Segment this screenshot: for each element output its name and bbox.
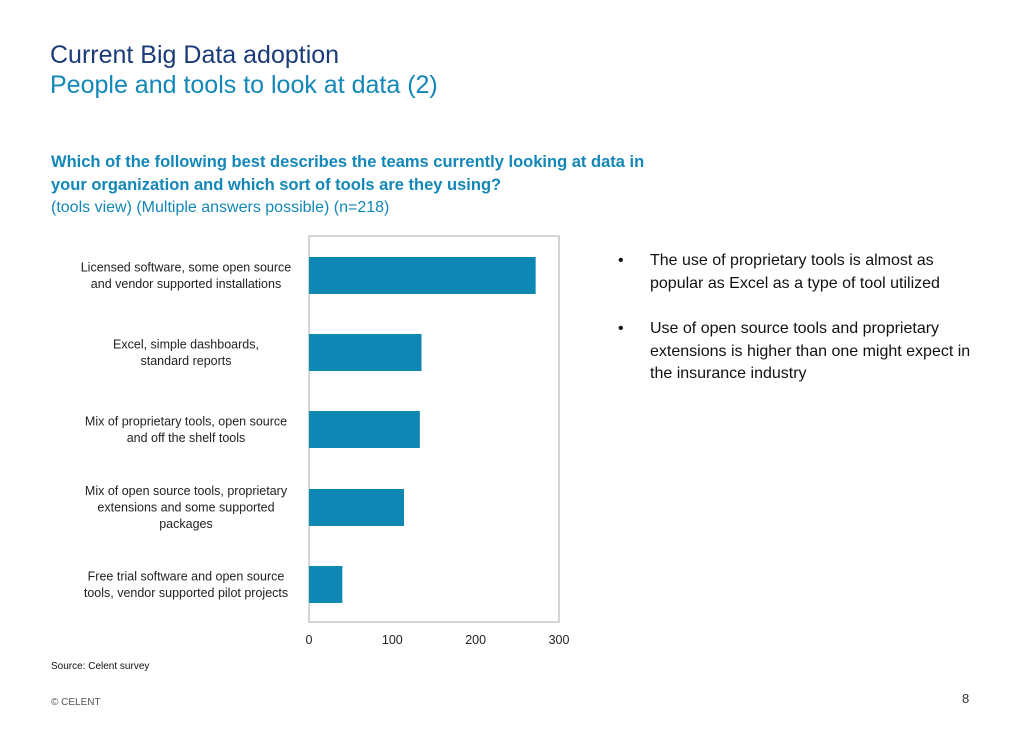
chart-x-tick-label: 100 [382, 633, 403, 647]
chart-bar [309, 257, 536, 294]
bullet-marker: • [618, 320, 624, 337]
slide-title: Current Big Data adoption [50, 41, 340, 69]
chart-category-label: Mix of proprietary tools, open source and… [85, 414, 287, 445]
chart-bar [309, 411, 420, 448]
bullet-text: Use of open source tools and proprietary… [650, 320, 971, 382]
question-text: Which of the following best describes th… [51, 153, 645, 194]
chart-x-tick-label: 300 [549, 633, 570, 647]
chart-bar [309, 334, 422, 371]
bullet-text: The use of proprietary tools is almost a… [650, 252, 940, 292]
bullet-marker: • [618, 252, 624, 269]
page-number: 8 [962, 691, 970, 706]
chart-category-label: Licensed software, some open source and v… [81, 260, 292, 291]
chart-x-tick-label: 0 [306, 633, 313, 647]
source-note: Source: Celent survey [51, 661, 150, 672]
survey-question: Which of the following best describes th… [51, 151, 671, 219]
slide-title-block: Current Big Data adoption People and too… [50, 40, 438, 100]
chart-category-label: Excel, simple dashboards, standard report… [113, 337, 259, 368]
key-findings-list: • The use of proprietary tools is almost… [618, 250, 978, 409]
chart-x-tick-label: 200 [465, 633, 486, 647]
chart-bar [309, 489, 404, 526]
slide-subtitle: People and tools to look at data (2) [50, 71, 438, 99]
chart-bar [309, 566, 343, 603]
bullet-item: • Use of open source tools and proprieta… [618, 318, 978, 386]
chart-category-label: Mix of open source tools, proprietary ext… [85, 484, 288, 531]
copyright-notice: © CELENT [51, 697, 101, 708]
question-subtext: (tools view) (Multiple answers possible)… [51, 199, 390, 216]
chart-category-label: Free trial software and open source tools… [84, 569, 288, 600]
bullet-item: • The use of proprietary tools is almost… [618, 250, 978, 295]
